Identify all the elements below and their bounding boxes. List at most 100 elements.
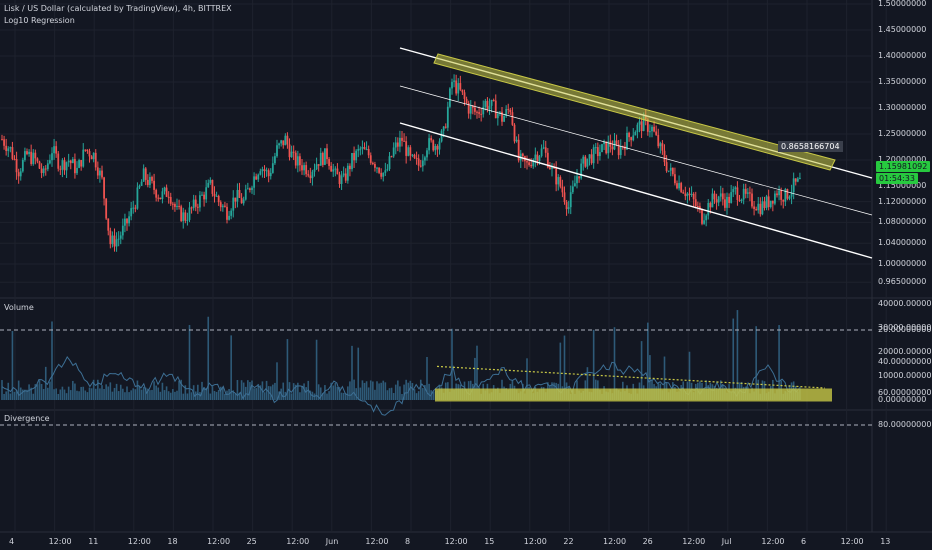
volume-bar xyxy=(78,391,80,400)
candle-body xyxy=(303,165,305,171)
candle-body xyxy=(282,140,285,146)
volume-bar xyxy=(176,390,178,400)
volume-label[interactable]: Volume xyxy=(4,303,34,312)
candle-body xyxy=(315,164,318,170)
candle-body xyxy=(17,172,20,177)
volume-bar xyxy=(119,384,122,400)
volume-bar xyxy=(130,390,132,400)
candle-body xyxy=(105,198,108,219)
candle-body xyxy=(588,154,591,159)
candle-body xyxy=(734,187,737,190)
volume-bar xyxy=(128,392,130,400)
volume-bar xyxy=(559,342,562,400)
x-tick-label: 15 xyxy=(484,537,495,546)
x-tick-label: 12:00 xyxy=(365,537,389,546)
candle-body xyxy=(161,191,164,200)
candle-body xyxy=(794,178,797,182)
indicator-label[interactable]: Log10 Regression xyxy=(4,16,75,25)
divergence-label[interactable]: Divergence xyxy=(4,414,50,423)
candle-body xyxy=(128,216,130,224)
volume-bar xyxy=(17,380,20,400)
candle-body xyxy=(751,193,753,207)
volume-bar xyxy=(80,386,82,400)
candle-body xyxy=(490,99,493,106)
volume-bar xyxy=(7,382,10,400)
candle-body xyxy=(32,152,35,164)
candle-body xyxy=(344,173,347,181)
volume-bar xyxy=(190,392,193,400)
candle-body xyxy=(611,146,614,150)
candle-body xyxy=(778,190,780,196)
candle-body xyxy=(255,176,258,180)
volume-bar xyxy=(211,386,214,400)
volume-tick-label: 40000.00000000 xyxy=(878,299,932,308)
candle-body xyxy=(469,106,472,114)
candle-body xyxy=(290,151,293,158)
volume-bar xyxy=(413,389,416,400)
candle-body xyxy=(565,202,568,210)
candle-body xyxy=(576,176,578,184)
volume-bar xyxy=(274,382,276,400)
candle-body xyxy=(286,135,289,145)
candle-body xyxy=(461,89,464,93)
candle-body xyxy=(607,141,610,154)
candle-body xyxy=(765,196,768,208)
candle-body xyxy=(511,112,514,125)
candle-body xyxy=(726,196,728,208)
candle-body xyxy=(136,187,139,209)
candle-body xyxy=(767,196,770,208)
volume-trendline xyxy=(436,365,826,389)
candle-body xyxy=(551,166,553,169)
candle-body xyxy=(5,145,8,151)
candle-body xyxy=(213,193,216,197)
channel-mid-line xyxy=(399,85,873,216)
x-tick-label: 18 xyxy=(167,537,178,546)
volume-bar xyxy=(69,390,72,400)
volume-bar xyxy=(144,387,147,400)
volume-bar xyxy=(755,326,757,400)
volume-bar xyxy=(157,387,160,400)
resistance-highlight xyxy=(433,53,836,171)
candle-body xyxy=(132,207,135,209)
candle-body xyxy=(265,170,268,172)
candle-body xyxy=(592,147,595,164)
candle-body xyxy=(332,169,335,172)
volume-bar xyxy=(380,382,382,400)
candle-body xyxy=(365,149,368,151)
x-tick-label: 22 xyxy=(563,537,574,546)
x-tick-label: 12:00 xyxy=(523,537,547,546)
candle-body xyxy=(594,147,597,149)
candle-body xyxy=(276,145,278,157)
candle-body xyxy=(496,113,499,119)
volume-bar xyxy=(134,389,137,400)
candle-body xyxy=(465,98,468,104)
volume-bar xyxy=(167,391,170,400)
candle-body xyxy=(234,197,237,202)
candle-body xyxy=(657,134,660,147)
x-tick-label: 12:00 xyxy=(840,537,864,546)
candle-body xyxy=(178,205,180,207)
drawings-overlay[interactable] xyxy=(399,47,873,402)
volume-bar xyxy=(222,387,224,400)
candle-body xyxy=(686,193,689,197)
candle-body xyxy=(321,152,324,165)
candle-body xyxy=(446,106,449,128)
volume-bar xyxy=(90,388,93,400)
volume-bar xyxy=(259,385,262,400)
symbol-title[interactable]: Lisk / US Dollar (calculated by TradingV… xyxy=(4,4,232,13)
volume-bar xyxy=(186,393,189,400)
candle-body xyxy=(413,154,416,158)
candle-body xyxy=(557,177,560,185)
volume-bar xyxy=(213,390,216,400)
volume-bar xyxy=(276,362,278,400)
volume-bar xyxy=(301,385,303,400)
volume-bar xyxy=(394,384,397,400)
volume-bar xyxy=(586,367,589,400)
candle-body xyxy=(363,146,366,150)
volume-bar xyxy=(405,379,407,400)
volume-bar xyxy=(351,345,353,400)
volume-bar xyxy=(334,383,337,400)
volume-bar xyxy=(303,383,305,400)
volume-bar xyxy=(124,392,126,400)
volume-bar xyxy=(142,386,145,400)
